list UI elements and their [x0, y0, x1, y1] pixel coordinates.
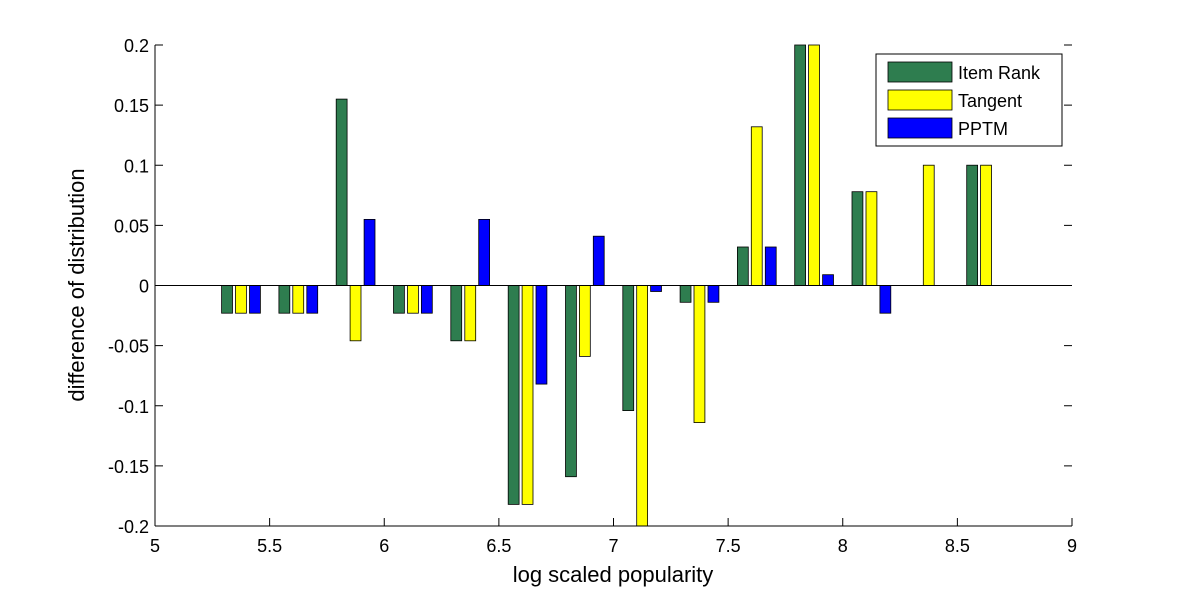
legend: Item Rank Tangent PPTM	[875, 53, 1063, 147]
bar-tangent-2	[349, 285, 362, 342]
bar-pptm-9	[764, 246, 777, 286]
x-axis-label: log scaled popularity	[513, 562, 714, 587]
bar-item-rank-11	[851, 191, 864, 286]
bar-tangent-0	[235, 285, 247, 314]
bar-item-rank-1	[278, 285, 291, 314]
x-tick-label: 5.5	[257, 536, 282, 556]
bar-tangent-8	[693, 285, 706, 424]
bar-pptm-3	[420, 285, 433, 314]
legend-label: Item Rank	[958, 63, 1041, 83]
bar-tangent-12	[922, 164, 935, 286]
bar-tangent-7	[636, 285, 649, 527]
x-tick-label: 7.5	[716, 536, 741, 556]
legend-swatch	[887, 89, 953, 111]
x-tick-label: 6.5	[486, 536, 511, 556]
x-tick-label: 8	[838, 536, 848, 556]
legend-label: PPTM	[958, 119, 1008, 139]
bar-tangent-3	[407, 285, 419, 314]
bar-pptm-5	[535, 285, 548, 385]
legend-swatch	[887, 61, 953, 83]
bar-pptm-10	[822, 274, 834, 286]
y-tick-label: 0	[139, 277, 149, 297]
bar-item-rank-6	[565, 285, 577, 478]
bar-item-rank-8	[679, 285, 692, 303]
bar-item-rank-5	[507, 285, 520, 505]
bar-pptm-7	[650, 285, 662, 292]
x-tick-label: 7	[608, 536, 618, 556]
legend-swatch	[887, 117, 953, 139]
y-tick-label: 0.15	[114, 96, 149, 116]
bar-item-rank-2	[335, 98, 348, 286]
bar-tangent-9	[750, 126, 763, 286]
bar-tangent-11	[865, 191, 878, 286]
bar-tangent-1	[292, 285, 305, 314]
y-tick-label: 0.05	[114, 216, 149, 236]
y-axis-label: difference of distribution	[64, 168, 89, 401]
y-tick-label: 0.1	[124, 156, 149, 176]
x-tick-label: 6	[379, 536, 389, 556]
x-tick-label: 5	[150, 536, 160, 556]
y-tick-label: -0.05	[108, 337, 149, 357]
x-tick-label: 8.5	[945, 536, 970, 556]
legend-label: Tangent	[958, 91, 1022, 111]
bar-pptm-0	[249, 285, 261, 314]
bar-tangent-4	[464, 285, 477, 342]
bar-item-rank-9	[737, 246, 749, 286]
bar-tangent-10	[808, 44, 820, 286]
y-tick-label: -0.2	[118, 517, 149, 537]
bar-item-rank-3	[393, 285, 405, 314]
bar-item-rank-13	[966, 164, 979, 286]
x-tick-label: 9	[1067, 536, 1077, 556]
bar-item-rank-4	[450, 285, 463, 342]
bar-tangent-6	[579, 285, 591, 357]
bar-pptm-2	[363, 218, 376, 286]
bar-pptm-4	[478, 218, 491, 286]
bar-item-rank-10	[794, 44, 807, 286]
bar-pptm-1	[306, 285, 319, 314]
bar-pptm-11	[879, 285, 892, 314]
bar-tangent-13	[980, 164, 992, 286]
y-tick-label: -0.15	[108, 457, 149, 477]
y-tick-label: -0.1	[118, 397, 149, 417]
bar-item-rank-7	[622, 285, 635, 411]
bar-item-rank-0	[221, 285, 233, 314]
bar-tangent-5	[521, 285, 534, 505]
y-tick-label: 0.2	[124, 36, 149, 56]
bar-pptm-8	[707, 285, 720, 303]
bar-pptm-6	[592, 235, 605, 286]
axes-group: -0.2 -0.15 -0.1 -0.05 0 0.05 0.1 0.15 0.2 5 5.5 6 6.…	[108, 36, 1077, 556]
